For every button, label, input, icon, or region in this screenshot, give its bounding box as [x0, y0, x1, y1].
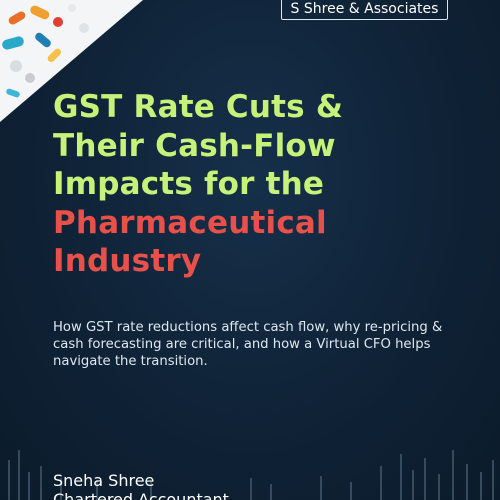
author-name: Sneha Shree	[53, 471, 155, 490]
page-title: GST Rate Cuts & Their Cash-Flow Impacts …	[53, 88, 473, 281]
title-line: Impacts for the	[53, 166, 325, 202]
subtitle: How GST rate reductions affect cash flow…	[53, 320, 443, 369]
title-line-highlight: Industry	[53, 243, 202, 279]
title-line-highlight: Pharmaceutical	[53, 204, 327, 241]
decorative-chart-bars	[8, 450, 494, 500]
brand-badge: S Shree & Associates	[281, 0, 448, 20]
author-role: Chartered Accountant	[53, 490, 229, 500]
title-line: Their Cash-Flow	[53, 127, 336, 164]
title-line: GST Rate Cuts &	[53, 89, 344, 125]
